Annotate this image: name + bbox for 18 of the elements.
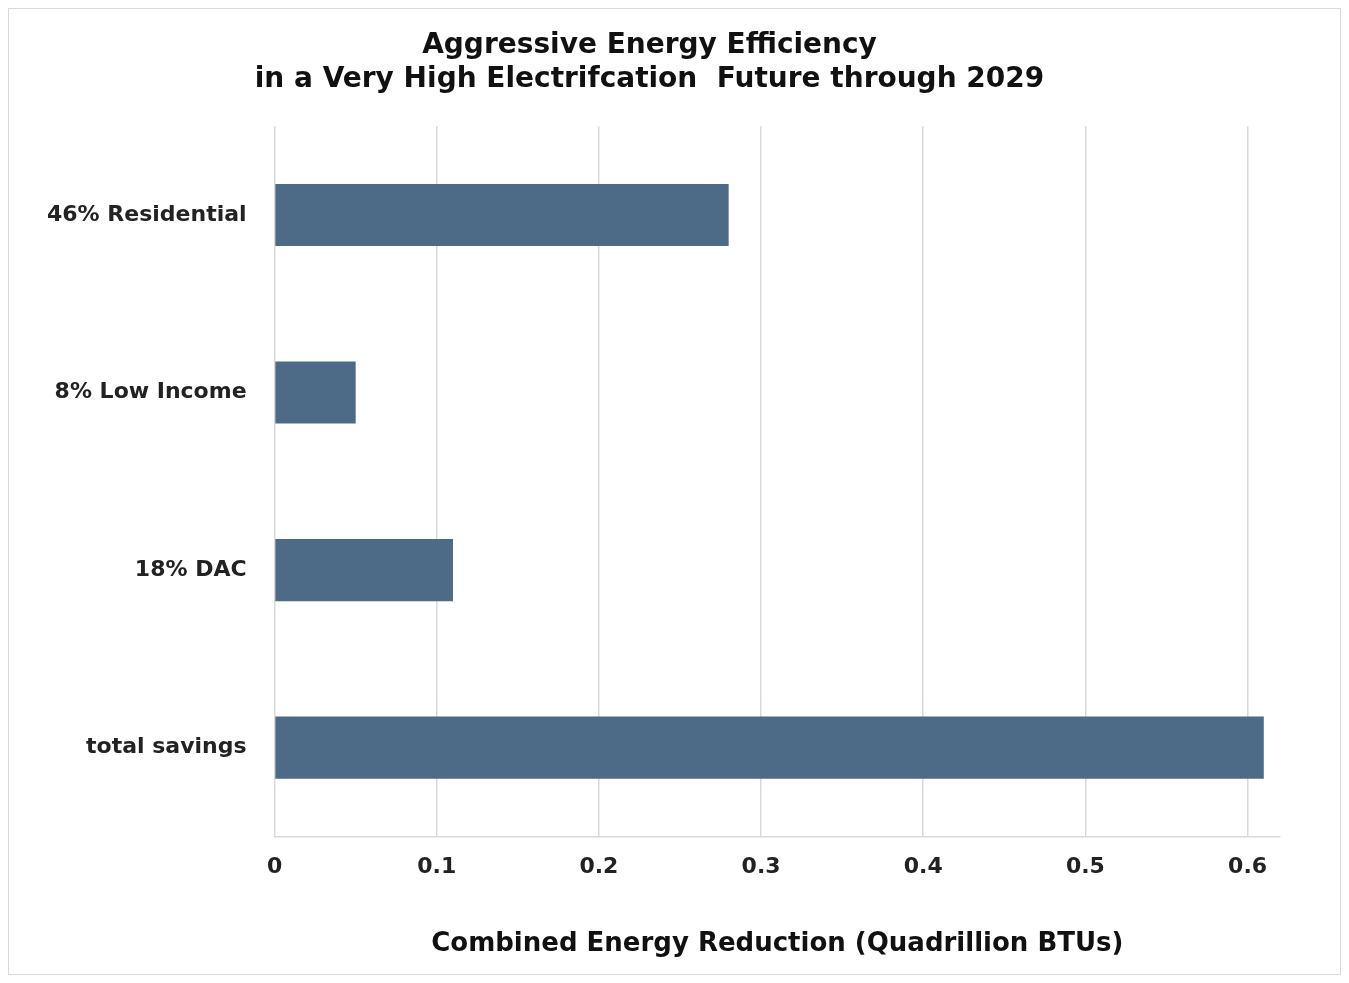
bar bbox=[275, 183, 729, 247]
y-tick-label: 8% Low Income bbox=[54, 378, 247, 404]
x-tick-label: 0.2 bbox=[579, 853, 619, 879]
x-tick-label: 0 bbox=[266, 853, 283, 879]
bar bbox=[275, 539, 453, 602]
x-axis-title: Combined Energy Reduction (Quadrillion BTUs) bbox=[431, 927, 1124, 958]
bar bbox=[275, 716, 1264, 779]
x-tick-label: 0.3 bbox=[741, 853, 781, 879]
y-tick-label: total savings bbox=[86, 733, 247, 759]
y-tick-label: 18% DAC bbox=[134, 555, 247, 581]
x-tick-label: 0.4 bbox=[903, 853, 943, 879]
x-tick-label: 0.5 bbox=[1065, 853, 1105, 879]
x-tick-label: 0.1 bbox=[417, 853, 457, 879]
text: Aggressive Energy Efficiency bbox=[422, 27, 877, 61]
bar bbox=[275, 361, 356, 424]
x-tick-label: 0.6 bbox=[1228, 853, 1268, 879]
text: in a Very High Electrifcation Future through 2029 bbox=[254, 60, 1045, 94]
y-tick-label: 46% Residential bbox=[47, 200, 247, 226]
